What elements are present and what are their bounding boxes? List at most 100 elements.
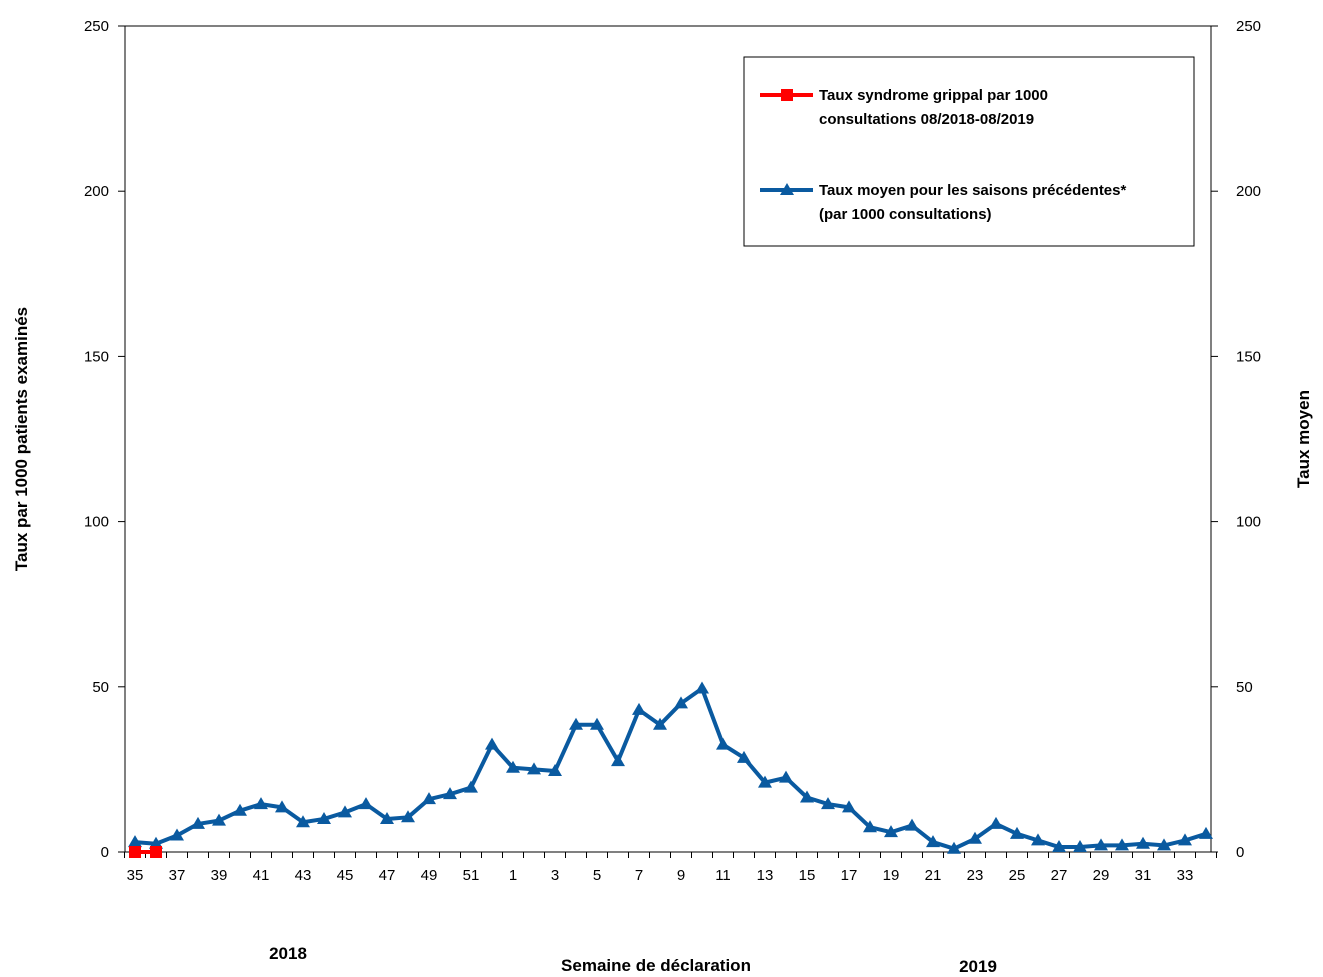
- legend-triangle-marker: [780, 183, 794, 195]
- x-tick-label: 21: [925, 867, 942, 884]
- x-tick-label: 19: [883, 867, 900, 884]
- y-tick-label-left: 50: [92, 679, 109, 696]
- x-tick-label: 33: [1177, 867, 1194, 884]
- data-point-triangle: [338, 805, 352, 818]
- data-point-triangle: [485, 737, 499, 750]
- data-point-triangle: [1199, 826, 1213, 839]
- data-point-triangle: [233, 803, 247, 816]
- data-point-triangle: [1031, 833, 1045, 846]
- data-point-triangle: [737, 750, 751, 763]
- data-point-triangle: [1157, 838, 1171, 851]
- data-point-triangle: [275, 800, 289, 813]
- data-point-triangle: [632, 702, 646, 715]
- year-label-2019: 2019: [959, 957, 997, 976]
- data-point-triangle: [1052, 840, 1066, 853]
- data-point-triangle: [1115, 838, 1129, 851]
- data-point-square: [150, 846, 162, 858]
- plot-frame: [124, 25, 1212, 853]
- data-point-triangle: [464, 780, 478, 793]
- legend-item-series-1: Taux syndrome grippal par 1000 consultat…: [760, 87, 1048, 128]
- legend-label: Taux syndrome grippal par 1000: [819, 87, 1048, 104]
- data-point-triangle: [968, 831, 982, 844]
- data-point-triangle: [254, 797, 268, 810]
- year-label-2018: 2018: [269, 944, 307, 963]
- x-tick-label: 7: [635, 867, 643, 884]
- x-tick-label: 3: [551, 867, 559, 884]
- x-tick-label: 41: [253, 867, 270, 884]
- data-point-triangle: [212, 813, 226, 826]
- x-tick-label: 27: [1051, 867, 1068, 884]
- x-tick-label: 37: [169, 867, 186, 884]
- data-point-triangle: [674, 696, 688, 709]
- x-axis: 35 37 39 41 43 45 47 49 51 1 3 5 7 9 11 13 15 17 19 21 23 25 2…: [124, 852, 1217, 884]
- data-point-triangle: [1178, 833, 1192, 846]
- left-y-axis: 0 50 100 150 200 250: [84, 18, 125, 861]
- series-layer: [128, 681, 1213, 858]
- data-point-triangle: [296, 815, 310, 828]
- y-tick-label-left: 100: [84, 514, 109, 531]
- data-point-triangle: [191, 816, 205, 829]
- legend-square-marker: [781, 89, 793, 101]
- data-point-triangle: [527, 762, 541, 775]
- series-2: [128, 681, 1213, 854]
- y-tick-label-right: 50: [1236, 679, 1253, 696]
- data-point-triangle: [611, 754, 625, 767]
- legend-label: consultations 08/2018-08/2019: [819, 111, 1034, 128]
- x-tick-label: 11: [715, 867, 731, 884]
- data-point-triangle: [317, 811, 331, 824]
- series-1: [129, 846, 162, 858]
- data-point-triangle: [380, 811, 394, 824]
- series-line: [134, 686, 1207, 851]
- x-tick-label: 39: [211, 867, 228, 884]
- data-point-triangle: [758, 775, 772, 788]
- y-tick-label-right: 250: [1236, 18, 1261, 35]
- data-point-triangle: [128, 835, 142, 848]
- data-point-triangle: [548, 764, 562, 777]
- x-tick-label: 15: [799, 867, 816, 884]
- data-point-triangle: [653, 717, 667, 730]
- y-tick-label-right: 150: [1236, 348, 1261, 365]
- y-axis-title-right: Taux moyen: [1294, 390, 1313, 488]
- x-tick-label: 25: [1009, 867, 1026, 884]
- data-point-triangle: [506, 760, 520, 773]
- x-tick-label: 23: [967, 867, 984, 884]
- data-point-triangle: [947, 841, 961, 854]
- data-point-triangle: [401, 810, 415, 823]
- data-point-triangle: [884, 825, 898, 838]
- data-point-triangle: [863, 820, 877, 833]
- data-point-triangle: [149, 836, 163, 849]
- data-point-triangle: [926, 835, 940, 848]
- x-tick-label: 9: [677, 867, 685, 884]
- data-point-triangle: [695, 681, 709, 694]
- data-point-triangle: [590, 717, 604, 730]
- right-y-axis: 0 50 100 150 200 250: [1211, 18, 1261, 861]
- y-tick-label-left: 200: [84, 183, 109, 200]
- y-tick-label-right: 100: [1236, 514, 1261, 531]
- data-point-triangle: [443, 787, 457, 800]
- y-tick-label-right: 0: [1236, 844, 1244, 861]
- x-tick-label: 35: [127, 867, 144, 884]
- data-point-triangle: [842, 800, 856, 813]
- legend-item-series-2: Taux moyen pour les saisons précédentes*…: [760, 182, 1126, 223]
- x-tick-label: 13: [757, 867, 774, 884]
- x-tick-label: 31: [1135, 867, 1152, 884]
- data-point-triangle: [989, 816, 1003, 829]
- data-point-triangle: [905, 818, 919, 831]
- y-tick-label-left: 250: [84, 18, 109, 35]
- x-tick-label: 47: [379, 867, 396, 884]
- data-point-triangle: [800, 790, 814, 803]
- legend-label: (par 1000 consultations): [819, 206, 992, 223]
- data-point-triangle: [359, 797, 373, 810]
- data-point-triangle: [1094, 838, 1108, 851]
- data-point-triangle: [779, 770, 793, 783]
- x-tick-label: 49: [421, 867, 438, 884]
- data-point-triangle: [170, 828, 184, 841]
- data-point-triangle: [716, 737, 730, 750]
- legend-box: [743, 56, 1195, 247]
- legend-label: Taux moyen pour les saisons précédentes*: [819, 182, 1126, 199]
- y-tick-label-left: 150: [84, 348, 109, 365]
- y-tick-label-right: 200: [1236, 183, 1261, 200]
- x-tick-label: 51: [463, 867, 480, 884]
- y-tick-label-left: 0: [101, 844, 109, 861]
